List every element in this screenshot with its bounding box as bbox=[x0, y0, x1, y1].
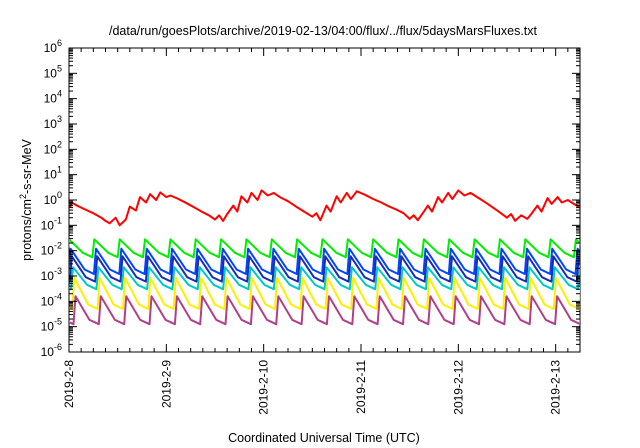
y-axis-label-prefix: protons/cm bbox=[20, 199, 34, 261]
y-tick-label: 10-3 bbox=[41, 266, 62, 283]
y-axis-label-suffix: -s-sr-MeV bbox=[20, 138, 34, 194]
x-axis-label: Coordinated Universal Time (UTC) bbox=[228, 431, 420, 445]
series-layer bbox=[69, 189, 580, 326]
series-line-3 bbox=[69, 247, 580, 275]
series-line-1 bbox=[69, 189, 580, 227]
x-axis: 2019-2-8 2019-2-9 2019-2-10 2019-2-11 2019-2… bbox=[62, 48, 569, 415]
y-tick-label: 103 bbox=[44, 114, 62, 131]
y-tick-label: 101 bbox=[44, 165, 62, 182]
series-line-7 bbox=[69, 295, 580, 326]
y-tick-label: 105 bbox=[44, 63, 62, 80]
x-tick-label: 2019-2-8 bbox=[62, 360, 76, 408]
series-line-6 bbox=[69, 276, 580, 310]
series-line-2 bbox=[69, 238, 580, 259]
y-tick-label: 102 bbox=[44, 139, 62, 156]
y-axis: 10-6 10-5 10-4 10-3 10-2 10-1 100 101 102 103 104 1… bbox=[41, 38, 580, 359]
x-tick-label: 2019-2-12 bbox=[451, 360, 465, 415]
x-tick-label: 2019-2-10 bbox=[257, 360, 271, 415]
y-axis-label: protons/cm2-s-sr-MeV bbox=[18, 138, 34, 260]
y-tick-label: 10-1 bbox=[41, 215, 62, 232]
x-tick-label: 2019-2-9 bbox=[159, 360, 173, 408]
y-tick-label: 106 bbox=[44, 38, 62, 55]
y-tick-label: 10-4 bbox=[41, 291, 62, 308]
x-tick-label: 2019-2-13 bbox=[549, 360, 563, 415]
y-tick-label: 10-5 bbox=[41, 317, 62, 334]
x-tick-label: 2019-2-11 bbox=[354, 360, 368, 414]
y-tick-label: 10-6 bbox=[41, 342, 62, 359]
series-line-5 bbox=[69, 266, 580, 291]
chart-title: /data/run/goesPlots/archive/2019-02-13/0… bbox=[109, 24, 538, 38]
y-tick-label: 104 bbox=[44, 89, 62, 106]
y-axis-label-sup: 2 bbox=[18, 194, 28, 199]
y-tick-label: 100 bbox=[44, 190, 62, 207]
series-line-4 bbox=[69, 255, 580, 283]
y-tick-label: 10-2 bbox=[41, 241, 62, 258]
